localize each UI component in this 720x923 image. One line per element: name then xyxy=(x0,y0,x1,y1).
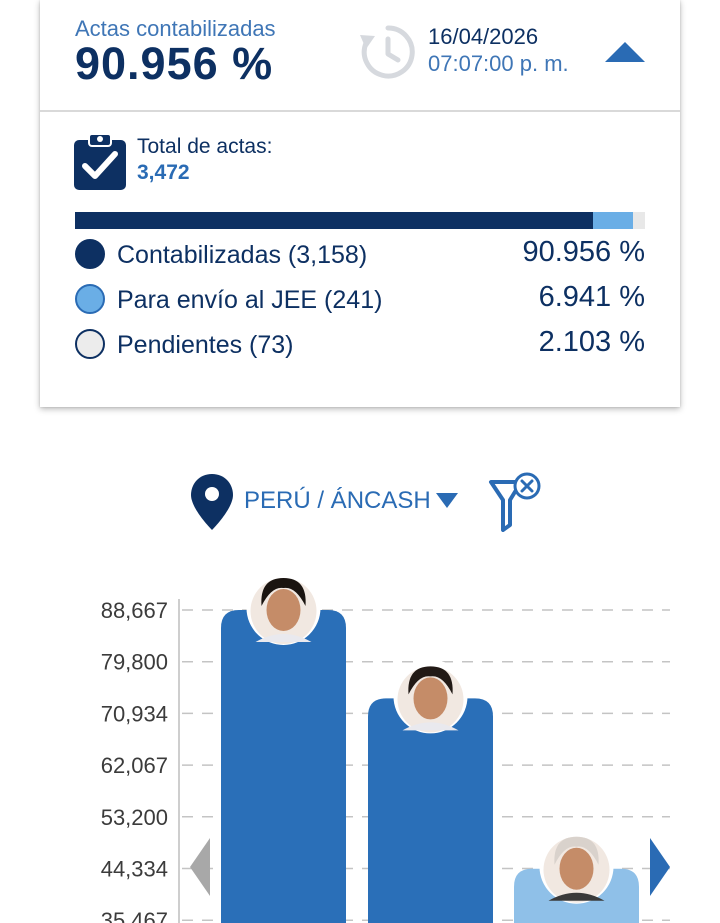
legend-dot-jee xyxy=(75,284,105,314)
legend-label-pending: Pendientes (73) xyxy=(117,331,294,359)
candidate-avatar[interactable] xyxy=(539,829,614,904)
chevron-right-icon[interactable] xyxy=(650,838,670,896)
y-tick-label: 88,667 xyxy=(101,598,168,623)
legend-dot-pending xyxy=(75,329,105,359)
legend-percent-counted: 90.956 % xyxy=(522,236,645,268)
filter-clear-icon[interactable] xyxy=(488,470,544,532)
y-tick-label: 53,200 xyxy=(101,805,168,830)
candidate-avatar[interactable] xyxy=(246,571,321,645)
counted-label: Actas contabilizadas xyxy=(75,16,276,41)
legend-label-jee: Para envío al JEE (241) xyxy=(117,286,383,314)
legend-dot-counted xyxy=(75,239,105,269)
y-tick-label: 62,067 xyxy=(101,753,168,778)
legend-row-jee: Para envío al JEE (241) 6.941 % xyxy=(75,281,645,317)
progress-segment-jee xyxy=(593,212,633,229)
candidate-avatar[interactable] xyxy=(393,659,468,734)
update-date: 16/04/2026 xyxy=(428,24,539,49)
y-tick-label: 70,934 xyxy=(101,701,168,726)
summary-header: Actas contabilizadas 90.956 % 16/04/2026… xyxy=(40,0,680,112)
total-acts-value: 3,472 xyxy=(137,161,190,184)
y-tick-label: 79,800 xyxy=(101,650,168,675)
bar-candidate-1[interactable] xyxy=(221,610,346,923)
caret-down-icon[interactable] xyxy=(436,493,458,509)
clipboard-check-icon xyxy=(74,133,126,190)
legend-row-counted: Contabilizadas (3,158) 90.956 % xyxy=(75,236,645,272)
legend-percent-jee: 6.941 % xyxy=(538,281,645,313)
y-tick-label: 35,467 xyxy=(101,908,168,923)
total-acts-label: Total de actas: xyxy=(137,135,273,158)
legend-row-pending: Pendientes (73) 2.103 % xyxy=(75,326,645,362)
progress-segment-counted xyxy=(75,212,594,229)
legend-percent-pending: 2.103 % xyxy=(538,326,645,358)
bar-candidate-2[interactable] xyxy=(368,698,493,923)
votes-bar-chart: 88,667 79,800 70,934 62,067 53,200 44,334 35,4… xyxy=(101,571,670,923)
location-pin-icon xyxy=(191,474,233,530)
acts-progress-bar xyxy=(75,212,645,229)
legend-label-counted: Contabilizadas (3,158) xyxy=(117,241,368,269)
chevron-left-icon[interactable] xyxy=(190,838,210,896)
caret-up-icon[interactable] xyxy=(603,40,647,64)
results-summary-card: Actas contabilizadas 90.956 % 16/04/2026… xyxy=(40,0,680,407)
update-time: 07:07:00 p. m. xyxy=(428,51,569,76)
y-tick-label: 44,334 xyxy=(101,857,168,882)
counted-percentage: 90.956 % xyxy=(75,38,274,89)
history-clock-icon xyxy=(360,25,415,79)
location-selector: PERÚ / ÁNCASH xyxy=(190,470,550,534)
progress-segment-pending xyxy=(633,212,645,229)
location-breadcrumb[interactable]: PERÚ / ÁNCASH xyxy=(244,487,431,514)
